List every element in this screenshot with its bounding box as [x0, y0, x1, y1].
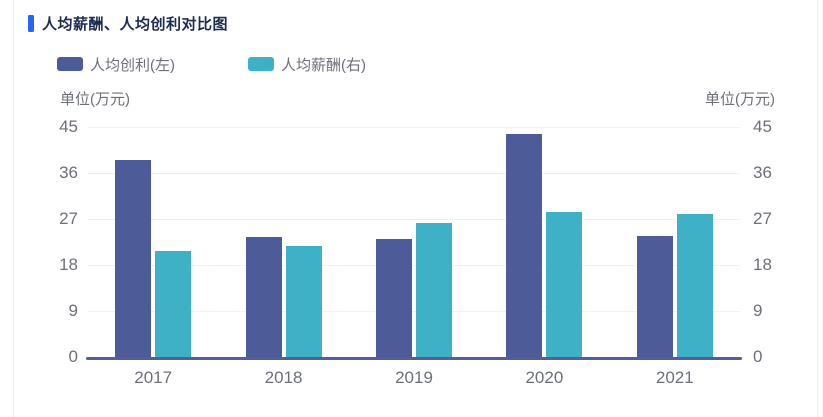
y-axis-tick-left: 0	[68, 347, 78, 366]
y-axis-tick-left: 27	[59, 209, 78, 228]
bar[interactable]	[546, 212, 583, 357]
legend-label-salary: 人均薪酬(右)	[281, 56, 366, 74]
y-axis-tick-left: 45	[59, 117, 78, 136]
bar[interactable]	[636, 235, 673, 357]
y-axis-unit-right: 单位(万元)	[705, 91, 775, 108]
x-axis-label: 2020	[525, 368, 564, 387]
x-axis-label: 2018	[264, 368, 303, 387]
title-accent-bar	[28, 14, 34, 32]
gridline	[88, 219, 740, 220]
y-axis-tick-left: 36	[59, 163, 78, 182]
y-axis-tick-left: 18	[59, 255, 78, 274]
y-axis-tick-right: 36	[753, 163, 772, 182]
bar[interactable]	[285, 246, 322, 357]
legend: 人均创利(左) 人均薪酬(右)	[57, 54, 366, 74]
x-axis-label: 2021	[655, 368, 694, 387]
y-axis-unit-left: 单位(万元)	[60, 91, 130, 108]
legend-swatch-profit	[57, 57, 83, 71]
x-axis-label: 2017	[134, 368, 173, 387]
legend-swatch-salary	[248, 57, 274, 71]
chart-title-row: 人均薪酬、人均创利对比图	[28, 12, 228, 34]
x-axis-label: 2019	[395, 368, 433, 387]
gridline	[88, 311, 740, 312]
bar[interactable]	[416, 223, 452, 357]
bar[interactable]	[506, 133, 543, 357]
y-axis-tick-left: 9	[68, 301, 78, 320]
gridline	[88, 265, 740, 266]
legend-item-profit[interactable]: 人均创利(左)	[57, 54, 175, 75]
y-axis-tick-right: 45	[753, 117, 772, 136]
page-title: 人均薪酬、人均创利对比图	[42, 15, 229, 33]
gridline	[88, 127, 740, 128]
bar[interactable]	[115, 159, 152, 357]
bar[interactable]	[376, 238, 412, 357]
gridline	[88, 173, 740, 174]
legend-label-profit: 人均创利(左)	[90, 56, 175, 74]
y-axis-tick-right: 0	[753, 347, 763, 366]
legend-item-salary[interactable]: 人均薪酬(右)	[248, 54, 366, 75]
y-axis-tick-right: 27	[753, 209, 772, 228]
y-axis-tick-right: 18	[753, 255, 772, 274]
y-axis-tick-right: 9	[753, 301, 763, 320]
x-axis-line	[86, 357, 742, 360]
bar[interactable]	[676, 214, 713, 357]
bar[interactable]	[245, 236, 282, 357]
bar[interactable]	[155, 251, 192, 357]
